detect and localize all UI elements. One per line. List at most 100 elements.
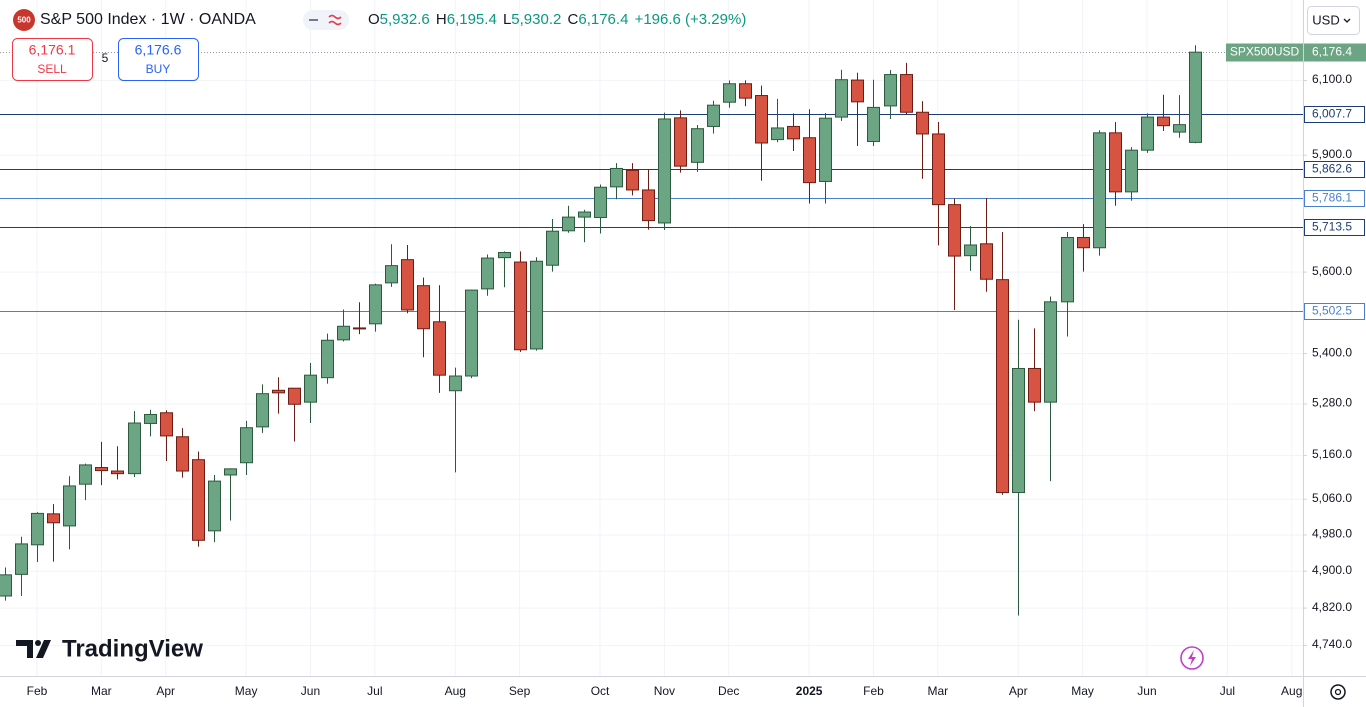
candle-body: [160, 412, 173, 437]
candle-body: [15, 543, 28, 575]
candle-body: [803, 137, 816, 184]
candle-body: [739, 83, 752, 99]
candle-body: [465, 289, 478, 377]
candle-body: [481, 257, 494, 290]
last-price-box: [1304, 43, 1366, 62]
candle-body: [674, 117, 687, 167]
x-tick-label: Jul: [1220, 684, 1235, 698]
candle-body: [401, 259, 414, 311]
candle-body: [256, 393, 269, 428]
x-tick-label: Mar: [91, 684, 112, 698]
y-tick-label: 4,820.0: [1312, 600, 1352, 614]
x-tick-label: Jul: [367, 684, 382, 698]
level-label-box: [1304, 106, 1365, 123]
chart-title[interactable]: S&P 500 Index · 1W · OANDA: [40, 11, 256, 28]
ohlc-change: +196.6 (+3.29%): [635, 11, 747, 28]
candle-body: [980, 243, 993, 280]
y-tick-label: 5,160.0: [1312, 447, 1352, 461]
level-label: 5,786.1: [1312, 191, 1352, 205]
alert-icon[interactable]: [1180, 646, 1204, 670]
candle-body: [144, 413, 157, 424]
currency-button[interactable]: [1307, 6, 1360, 35]
pill-icon: [328, 14, 342, 26]
x-tick-label: Feb: [27, 684, 48, 698]
watermark: TradingView: [62, 635, 203, 662]
axes: 6,100.0 5,900.0 5,600.0 5,400.0 5,280.0 5,160…: [27, 72, 1353, 698]
buy-price: 6,176.6: [135, 42, 182, 58]
watermark-logo: [16, 640, 51, 658]
candle-body: [530, 260, 543, 350]
x-tick-label: Nov: [654, 684, 675, 698]
grid: [0, 0, 1303, 676]
settings-icon-core: [1334, 688, 1342, 696]
x-tick-label: Aug: [445, 684, 466, 698]
x-tick-label: May: [1071, 684, 1094, 698]
currency: USD: [1312, 12, 1339, 27]
ohlc-letter: H: [436, 11, 447, 28]
settings-icon[interactable]: [1330, 684, 1346, 700]
level-label-box: [1304, 219, 1365, 236]
buy-button[interactable]: [118, 38, 199, 81]
candle-body: [578, 211, 591, 218]
candle-body: [1141, 116, 1154, 151]
candle-body: [272, 389, 285, 394]
level-label-box: [1304, 303, 1365, 320]
y-tick-label: 4,980.0: [1312, 527, 1352, 541]
x-tick-label: Aug: [1281, 684, 1302, 698]
y-tick-label: 5,400.0: [1312, 345, 1352, 359]
candle-body: [353, 327, 366, 330]
y-tick-label: 5,060.0: [1312, 491, 1352, 505]
ohlc-value: 6,195.4: [447, 11, 497, 28]
sell-price: 6,176.1: [29, 42, 76, 58]
candle-body: [128, 422, 141, 475]
candle-body: [288, 387, 301, 405]
candle-body: [111, 470, 124, 475]
candle-body: [192, 459, 205, 541]
candle-body: [610, 167, 623, 188]
buy-label: BUY: [146, 62, 171, 76]
candle-body: [835, 79, 848, 118]
y-tick-label: 6,100.0: [1312, 72, 1352, 86]
candle-body: [594, 186, 607, 218]
candle-body: [851, 79, 864, 103]
y-tick-label: 5,900.0: [1312, 147, 1352, 161]
candle-body: [819, 117, 832, 182]
y-tick-label: 4,900.0: [1312, 563, 1352, 577]
y-tick-label: 5,280.0: [1312, 396, 1352, 410]
axis-labels: 6,007.7 5,862.6 5,786.1 5,713.5 5,502.5 SPX50…: [1226, 43, 1366, 320]
candle-body: [707, 104, 720, 127]
ohlc-legend: O5,932.6 H6,195.4 L5,930.2 C6,176.4 +196…: [368, 11, 746, 28]
level-label: 5,862.6: [1312, 162, 1352, 176]
candle-body: [996, 279, 1009, 494]
candle-body: [771, 127, 784, 141]
x-tick-label: Sep: [509, 684, 531, 698]
x-tick-label: Feb: [863, 684, 884, 698]
candle-body: [304, 374, 317, 403]
ohlc-value: 5,932.6: [380, 11, 430, 28]
candle-body: [1028, 367, 1041, 403]
level-label: 5,502.5: [1312, 304, 1352, 318]
candle-body: [1012, 367, 1025, 494]
candle-body: [1044, 301, 1057, 403]
candle-body: [691, 128, 704, 163]
sell-button[interactable]: [12, 38, 93, 81]
sell-label: SELL: [37, 62, 67, 76]
candle-body: [321, 339, 334, 379]
x-tick-label: Jun: [1137, 684, 1156, 698]
candle-body: [433, 321, 446, 376]
candle-body: [449, 375, 462, 392]
symbol-badge-text: 500: [17, 16, 31, 25]
ohlc-value: 5,930.2: [511, 11, 561, 28]
x-tick-label: May: [235, 684, 258, 698]
x-tick-label: Apr: [156, 684, 175, 698]
candle-body: [1173, 124, 1186, 133]
candle-body: [1157, 116, 1170, 127]
candle-body: [369, 284, 382, 325]
ohlc-letter: O: [368, 11, 380, 28]
y-tick-label: 5,600.0: [1312, 264, 1352, 278]
candle-body: [514, 261, 527, 351]
candle-body: [1125, 149, 1138, 193]
candle-body: [900, 74, 913, 113]
candle-body: [498, 252, 511, 259]
